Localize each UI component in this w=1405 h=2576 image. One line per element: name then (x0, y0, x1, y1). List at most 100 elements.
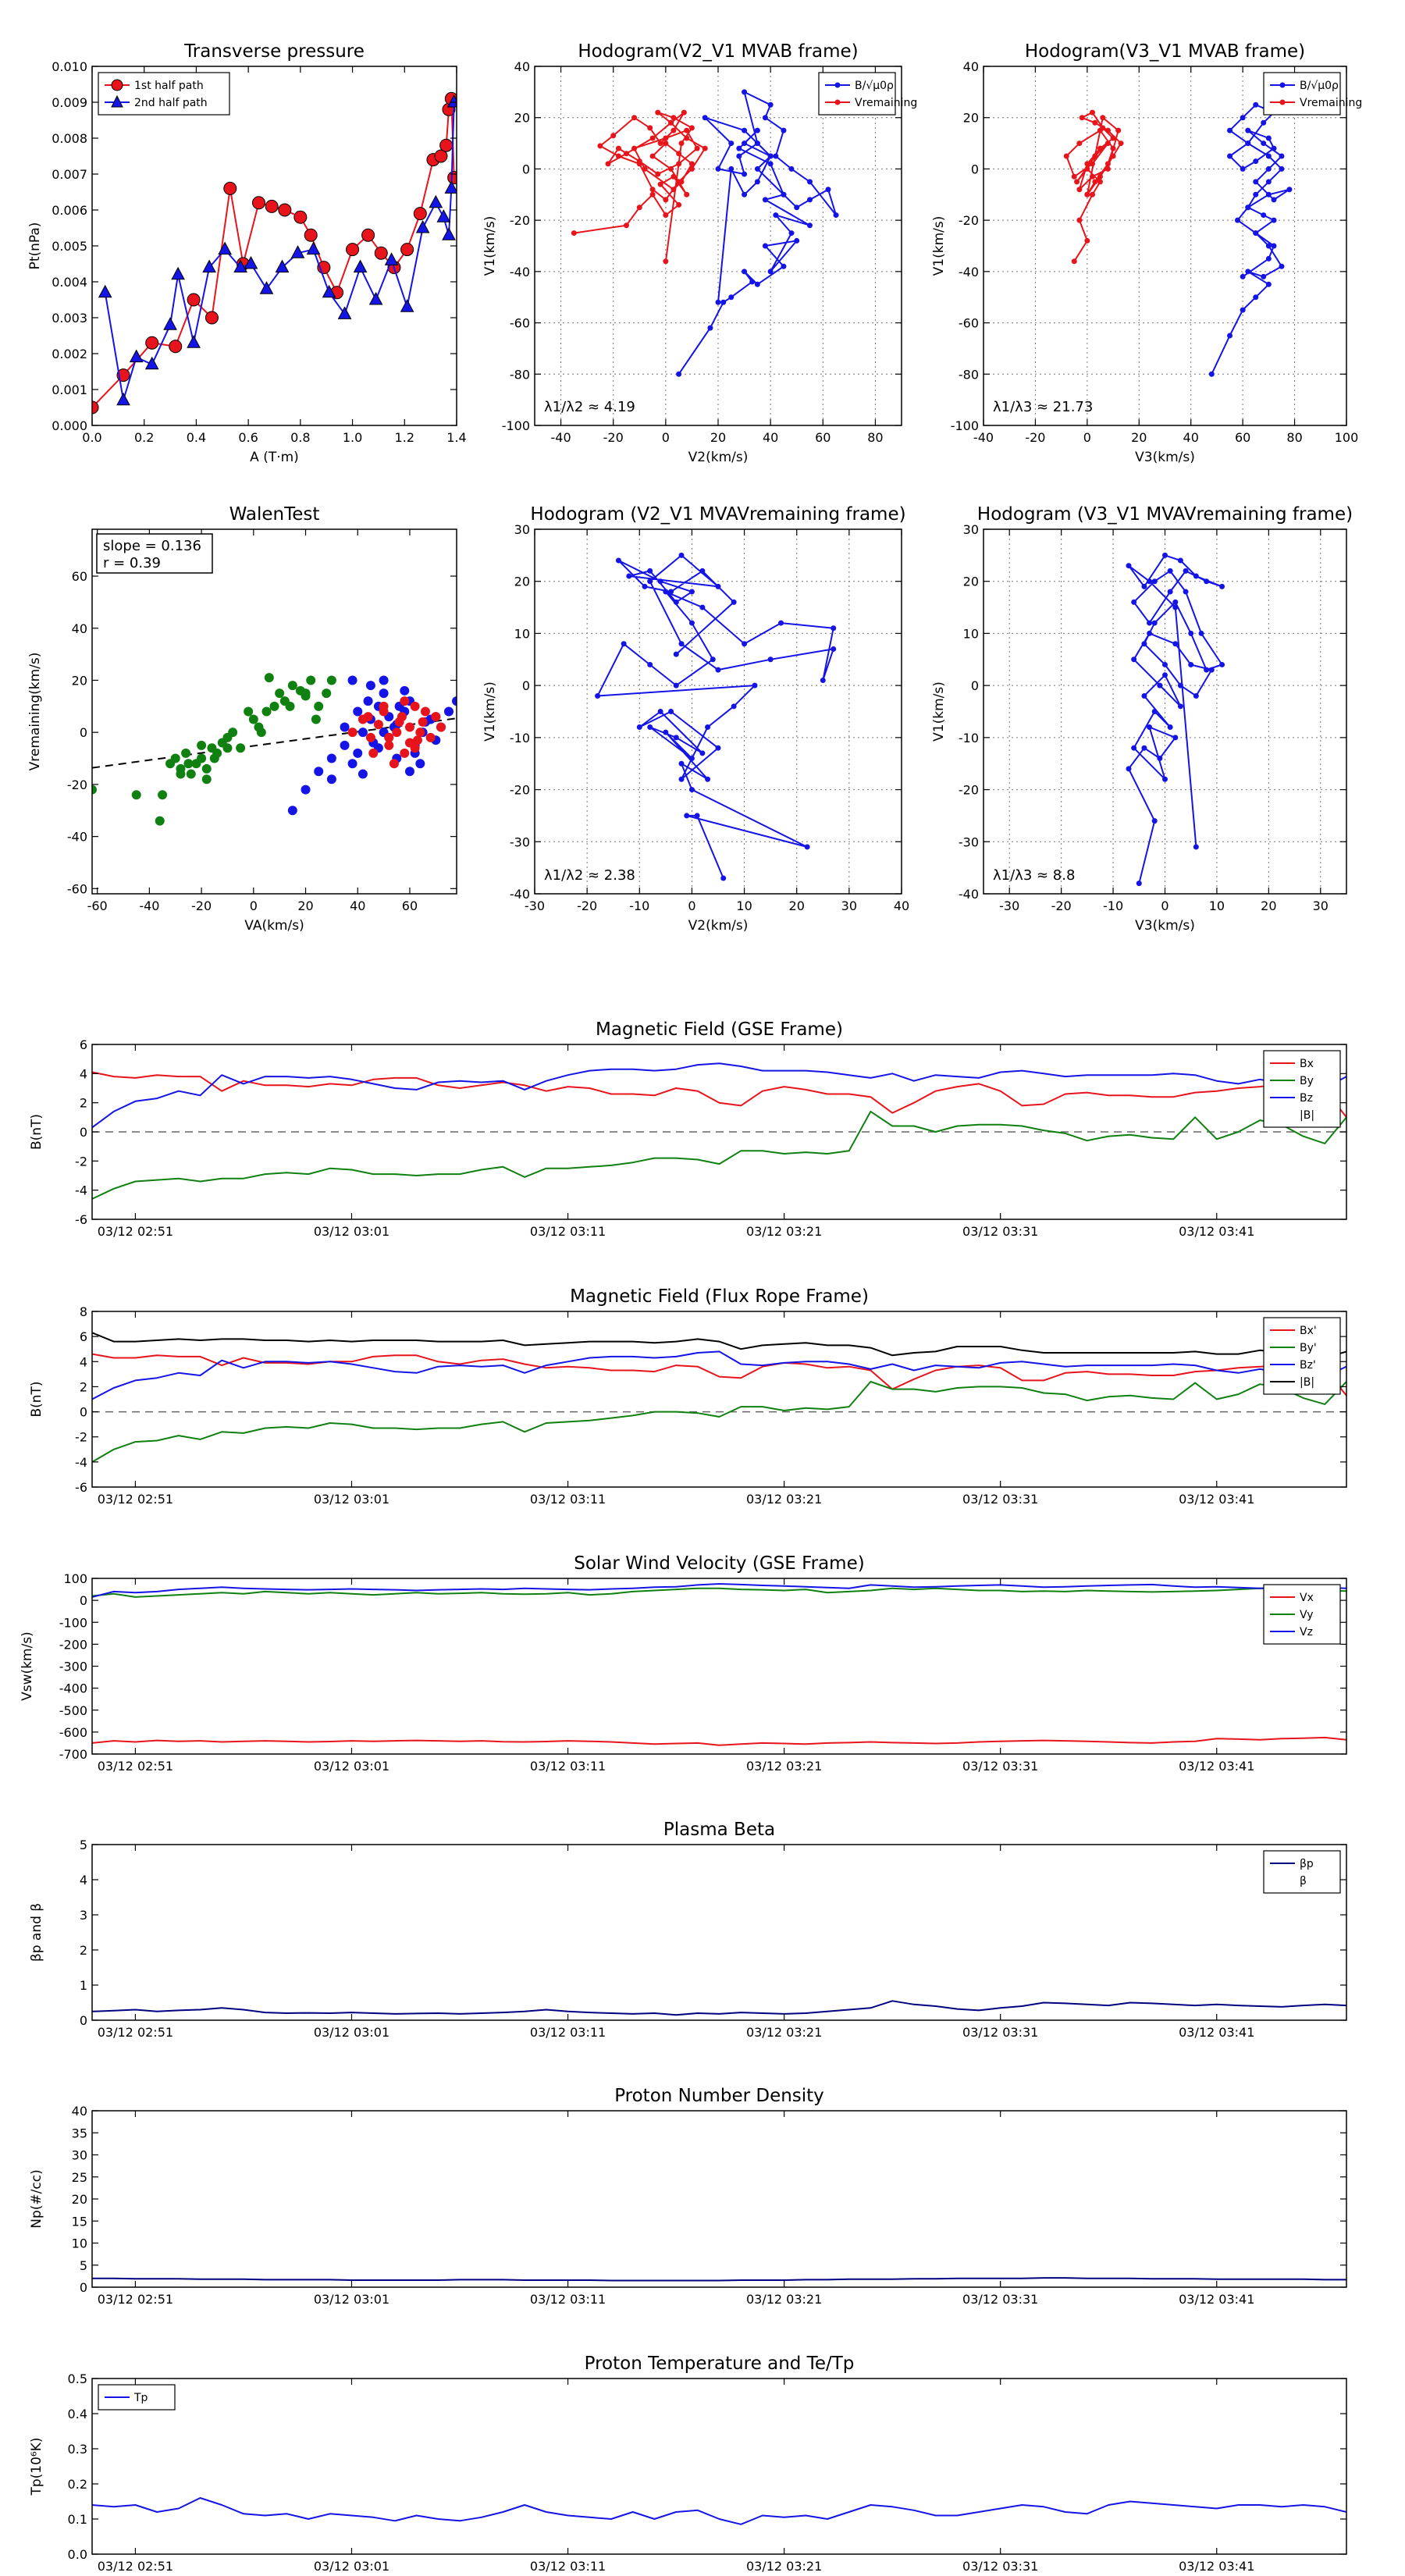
x-axis-label: V2(km/s) (688, 918, 749, 934)
marker-circle (413, 207, 427, 221)
series-b0-point (728, 165, 735, 172)
series-vremaining-point (1084, 161, 1090, 167)
marker-triangle (442, 227, 456, 240)
chart-title: Magnetic Field (GSE Frame) (596, 1019, 843, 1040)
x-tick-label: -60 (87, 898, 108, 913)
series-0-point (720, 875, 727, 881)
scatter-point (392, 728, 402, 738)
y-tick-label: 10 (963, 626, 979, 641)
scatter-point (431, 712, 441, 722)
marker-triangle (444, 180, 457, 194)
series-0-point (710, 656, 716, 663)
series-b-line (92, 1332, 1346, 1359)
eigenvalue-ratio: λ1/λ3 ≈ 8.8 (993, 867, 1075, 884)
y-tick-label: -30 (510, 834, 530, 849)
series-b0-point (767, 161, 774, 167)
series-vremaining-point (636, 161, 642, 167)
scatter-point (244, 706, 254, 717)
y-tick-label: 25 (72, 2170, 87, 2185)
series-0-point (1147, 630, 1153, 636)
scatter-point (353, 748, 363, 758)
x-tick-label: 20 (1261, 898, 1276, 913)
series-b0-point (715, 165, 721, 172)
series-0-point (678, 552, 685, 558)
y-tick-label: -20 (959, 213, 979, 228)
scatter-point (357, 769, 368, 779)
marker-triangle (129, 349, 144, 363)
plot-frame (91, 1844, 1347, 2021)
series-0-point (615, 557, 621, 564)
series-0-point (673, 682, 679, 688)
series-0-point (831, 646, 837, 652)
legend-label: 1st half path (134, 80, 204, 92)
y-tick-label: 0.5 (68, 2371, 87, 2386)
fit-stat: slope = 0.136 (103, 538, 201, 554)
series-0-point (705, 776, 711, 782)
scatter-point (326, 774, 336, 785)
series-0-point (1141, 583, 1147, 589)
series-vremaining-point (655, 109, 661, 116)
legend-box (1263, 72, 1341, 116)
series-bz-line (92, 1062, 1346, 1129)
y-tick-label: 0.4 (68, 2407, 87, 2421)
marker-triangle (116, 392, 130, 406)
series-vremaining-point (1115, 127, 1122, 133)
legend-label: Bx (1300, 1058, 1314, 1070)
marker-circle (361, 228, 375, 242)
scatter-point (131, 790, 141, 800)
scatter-point (404, 767, 414, 777)
scatter-point (326, 675, 336, 685)
y-tick-label: -6 (75, 1212, 87, 1227)
series-0-point (1188, 661, 1194, 667)
series-b0-point (754, 179, 760, 185)
chart-title: Proton Temperature and Te/Tp (585, 2354, 855, 2374)
series-vremaining-point (1084, 237, 1090, 244)
series-0-point (699, 568, 706, 574)
y-tick-label: -10 (510, 731, 530, 745)
series-vremaining-point (655, 171, 661, 177)
series-by-line (92, 1381, 1346, 1463)
series-vremaining-point (1074, 179, 1080, 185)
series-b0-point (754, 165, 760, 172)
series-b0-point (742, 171, 748, 177)
x-tick-label: 03/12 03:31 (962, 2292, 1038, 2307)
series-b0-point (773, 153, 779, 159)
series-b0-point (1245, 205, 1251, 211)
x-tick-label: -20 (191, 898, 212, 913)
x-tick-label: -30 (525, 898, 545, 913)
scatter-point (365, 681, 375, 691)
x-tick-label: 0.2 (134, 430, 154, 445)
y-tick-label: 4 (80, 1354, 87, 1369)
series-0-point (1177, 703, 1183, 710)
y-tick-label: 0 (80, 1405, 87, 1420)
y-tick-label: 0 (522, 678, 530, 693)
legend: Tp (98, 2384, 176, 2411)
x-tick-label: 03/12 02:51 (98, 1759, 173, 1774)
series-0-point (752, 682, 758, 688)
series-0-point (1183, 589, 1189, 595)
series-vremaining-point (676, 201, 682, 208)
series-bx-line (92, 1071, 1346, 1118)
series-vremaining-point (663, 135, 669, 141)
series-vremaining-point (657, 141, 663, 147)
y-tick-label: -100 (59, 1615, 87, 1630)
plot-area (92, 2277, 1346, 2282)
x-tick-label: 03/12 03:11 (530, 2292, 606, 2307)
x-tick-label: 40 (350, 898, 365, 913)
y-tick-label: -40 (67, 830, 87, 845)
series-vremaining-point (1076, 217, 1083, 223)
x-tick-label: 1.4 (446, 430, 466, 445)
x-tick-label: 03/12 03:01 (314, 1224, 389, 1239)
series-p-line (92, 2000, 1346, 2016)
y-tick-label: 0.3 (68, 2442, 87, 2457)
marker-circle (374, 246, 388, 260)
scatter-point (400, 696, 410, 706)
y-axis-label: V1(km/s) (931, 216, 947, 276)
marker-triangle (337, 306, 352, 319)
x-tick-label: 03/12 03:41 (1179, 1759, 1254, 1774)
series-0-point (688, 589, 695, 595)
series-by-line (92, 1110, 1346, 1200)
scatter-point (287, 806, 297, 816)
series-0-point (1147, 724, 1153, 731)
series-b0-point (1253, 101, 1259, 108)
